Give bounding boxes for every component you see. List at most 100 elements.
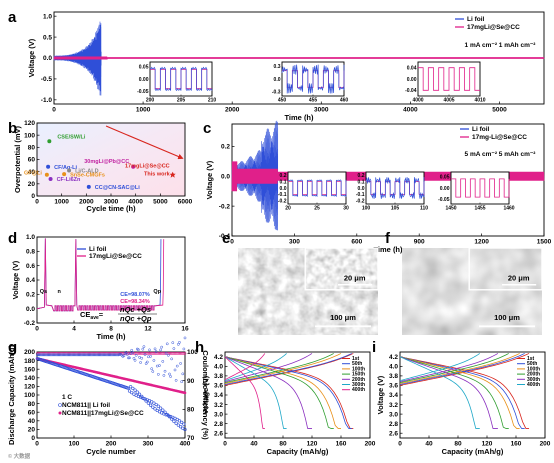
i-ytick-label-1: 2.8 [389,421,398,428]
a-inset-1-xtick-label-1: 455 [309,98,318,104]
i-legend-label-0: 1st [527,356,535,362]
panel-label-i: i [372,339,376,356]
d-ytick-label-3: 0.4 [26,277,35,284]
b-ytick-label-3: 60 [28,157,36,164]
g-cap-li-126 [175,417,179,422]
sem-e-inset-border [304,247,379,291]
a-inset-2-se [418,67,480,91]
a-legend-label-1: 17mgLi@Se@CC [467,24,520,31]
c-ytick-label-1: 0.0 [221,173,230,180]
c-inset-1-ytick-label-2: 0.0 [358,186,365,192]
g-cap-se-133 [183,391,187,395]
d-ytick-label-0: -0.2 [24,320,36,327]
g-cap-li-125 [174,421,178,425]
g-ytick-label-0: 0 [31,435,35,442]
g-cap-li-107 [154,402,158,407]
g-ce-li-125 [174,378,178,382]
c-xlabel: Time (h) [373,245,403,254]
g-ce-li-95 [141,347,145,351]
i-ytick-label-4: 3.4 [389,392,398,399]
g-xlabel: Cycle number [86,447,136,456]
g-legend-label-0: 1 C [62,394,72,401]
g-y2tick-label-1: 80 [187,407,195,414]
b-trend-arrow [105,125,184,160]
b-xtick-label-2: 2000 [79,199,94,206]
g-ce-li-126 [175,364,179,368]
h-ytick-label-7: 4.0 [214,364,223,371]
c-inset-1-li [365,177,425,199]
c-xtick-label-2: 600 [351,239,362,246]
panel-label-d: d [8,230,17,247]
c-inset-2-ytick-label-0: 0.05 [440,174,450,180]
b-point-3 [62,172,67,177]
g-legend-label-2: NCM811||17mgLi@Se@CC [62,410,144,417]
c-inset-2-se [451,178,510,198]
g-xtick-label-0: 0 [35,441,39,448]
a-xtick-label-0: 0 [52,107,56,114]
c-inset-2-xtick-label-1: 1455 [474,206,485,212]
i-legend-label-4: 300th [527,377,540,383]
d-q-label-3: Qp [153,289,161,295]
g-cap-li-115 [163,410,167,414]
i-xtick-label-4: 160 [511,441,522,448]
a-note: 1 mA cm⁻² 1 mAh cm⁻² [465,42,537,49]
d-ytick-label-1: 0.0 [26,306,35,313]
panel-label-g: g [8,339,17,356]
g-ytick-label-4: 80 [28,401,36,408]
h-legend-label-4: 200th [352,377,365,383]
i-plot-frame [399,351,546,439]
i-charge-2 [399,353,520,384]
b-ytick-label-1: 20 [28,181,36,188]
h-discharge-3 [224,356,334,429]
c-xtick-label-0: 0 [230,239,234,246]
g-ce-li-81 [125,353,129,356]
a-inset-2-xtick-label-2: 4010 [474,98,485,104]
g-ytick-label-9: 180 [24,358,35,365]
c-inset-2-ytick-label-2: -0.05 [438,197,450,203]
g-ce-li-94 [140,356,144,360]
b-xtick-label-6: 6000 [178,199,193,206]
i-charge-4 [399,353,499,383]
i-ytick-label-2: 3.0 [389,411,398,418]
g-ce-li-96 [142,345,146,348]
i-charge-1 [399,353,525,385]
g-ytick-label-10: 200 [24,349,35,356]
g-cap-li-102 [148,403,153,407]
g-ytick-label-3: 60 [28,409,36,416]
i-charge-0 [399,353,530,386]
g-ce-li-120 [169,375,172,378]
g-ce-li-103 [150,367,154,371]
g-ce-li-121 [170,357,174,361]
g-ce-li-92 [138,355,141,359]
i-charge-5 [399,353,480,382]
i-ytick-label-6: 3.8 [389,373,398,380]
c-inset-1-xtick-label-1: 105 [391,206,400,212]
h-ytick-label-6: 3.8 [214,373,223,380]
g-ce-li-99 [145,360,149,364]
panel-label-a: a [8,9,17,26]
b-xtick-label-1: 1000 [54,199,69,206]
d-q-label-0: Qs [40,289,47,295]
g-cap-li-132 [182,422,186,426]
g-cap-li-86 [131,386,135,390]
d-formula-left: CEave= [80,310,104,321]
i-ytick-label-5: 3.6 [389,383,398,390]
g-ce-li-113 [161,360,165,363]
c-inset-1-xtick-label-0: 100 [362,206,371,212]
sem-e [238,247,379,335]
h-discharge-1 [224,356,352,429]
c-xtick-label-4: 1200 [474,239,489,246]
i-legend-label-2: 100th [527,366,540,372]
b-point-label-8: 17mgLi@Se@CC [125,164,170,170]
b-point-0 [47,139,52,144]
g-xtick-label-2: 200 [106,441,117,448]
i-xtick-label-1: 40 [425,441,433,448]
a-ytick-label-1: 0.5 [43,34,52,41]
g-ce-li-88 [133,358,137,362]
g-cap-li-106 [153,407,157,411]
c-inset-0-xtick-label-1: 25 [314,206,320,212]
b-point-6 [86,184,91,189]
g-legend-swatch-2 [58,411,62,415]
b-point-label-6: CC@CN-SAC@Li [95,185,140,191]
